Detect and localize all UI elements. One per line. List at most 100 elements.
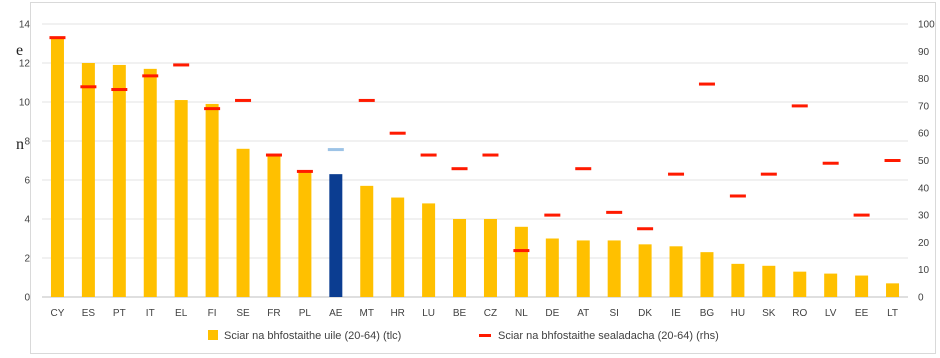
- x-axis-label-lv: LV: [825, 308, 837, 319]
- marker-lv: [822, 161, 839, 165]
- marker-at: [575, 167, 592, 171]
- left-axis-tick-label: 6: [24, 176, 30, 187]
- x-axis-label-ae: AE: [329, 308, 343, 319]
- marker-ro: [791, 104, 808, 108]
- x-axis-ticks: CY ES PT IT EL FI SE FR PL AE MT HR LU BE CZ NL DE AT SI DK…: [51, 308, 898, 319]
- bar-lt: [886, 283, 900, 297]
- left-axis-tick-label: 14: [19, 20, 31, 31]
- bar-ro: [793, 271, 807, 297]
- legend-label-bars: Sciar na bhfostaithe uile (20-64) (tlc): [224, 330, 401, 342]
- cropped-letter-e: e: [16, 42, 24, 59]
- x-axis-label-ie: IE: [671, 308, 681, 319]
- legend: Sciar na bhfostaithe uile (20-64) (tlc) …: [208, 330, 719, 342]
- right-axis-ticks: 0 10 20 30 40 50 60 70 80 90 100: [918, 20, 935, 304]
- bar-se: [236, 148, 250, 297]
- x-axis-label-de: DE: [545, 308, 559, 319]
- x-axis-label-lt: LT: [887, 308, 898, 319]
- marker-de: [544, 213, 561, 217]
- marker-fi: [204, 107, 221, 111]
- marker-dk: [637, 227, 654, 231]
- right-axis-tick-label: 20: [918, 238, 930, 249]
- bar-ee: [855, 275, 869, 297]
- bar-dk: [638, 244, 652, 297]
- x-axis-label-at: AT: [577, 308, 589, 319]
- bar-sk: [762, 265, 776, 297]
- bar-pt: [112, 64, 126, 297]
- right-axis-tick-label: 40: [918, 183, 930, 194]
- x-axis-label-se: SE: [236, 308, 250, 319]
- cropped-letter-n: n: [16, 136, 24, 153]
- right-axis-tick-label: 90: [918, 47, 930, 58]
- marker-mt: [358, 98, 375, 102]
- bars-group: [50, 37, 900, 298]
- x-axis-label-hr: HR: [390, 308, 404, 319]
- marker-cy: [49, 36, 66, 40]
- legend-label-markers: Sciar na bhfostaithe sealadacha (20-64) …: [498, 330, 719, 342]
- bar-pl: [298, 170, 312, 297]
- marker-ee: [853, 213, 870, 217]
- x-axis-label-pl: PL: [299, 308, 312, 319]
- marker-hu: [729, 194, 746, 198]
- marker-it: [142, 74, 159, 78]
- x-axis-label-lu: LU: [422, 308, 435, 319]
- bar-it: [143, 68, 157, 297]
- bar-fi: [205, 103, 219, 297]
- marker-sk: [760, 172, 777, 176]
- right-axis-tick-label: 50: [918, 156, 930, 167]
- right-axis-tick-label: 30: [918, 211, 930, 222]
- x-axis-label-fr: FR: [267, 308, 280, 319]
- marker-lt: [884, 159, 901, 162]
- left-axis-ticks: 0 2 4 6 8 10 12 14: [19, 20, 31, 304]
- x-axis-label-cz: CZ: [484, 308, 497, 319]
- markers-group: [49, 36, 901, 253]
- left-axis-tick-label: 8: [24, 137, 30, 148]
- x-axis-label-si: SI: [609, 308, 618, 319]
- marker-si: [606, 210, 623, 214]
- right-axis-tick-label: 0: [918, 293, 924, 304]
- left-axis-tick-label: 12: [19, 59, 31, 70]
- marker-ae: [327, 148, 344, 152]
- marker-ie: [668, 172, 685, 176]
- bar-hu: [731, 263, 745, 297]
- marker-hr: [389, 131, 406, 135]
- marker-bg: [698, 82, 715, 86]
- legend-swatch-markers: [479, 334, 491, 337]
- bar-el: [174, 100, 188, 297]
- right-axis-tick-label: 80: [918, 74, 930, 85]
- x-axis-label-dk: DK: [638, 308, 652, 319]
- bar-es: [81, 63, 95, 297]
- marker-el: [173, 63, 190, 67]
- x-axis-label-hu: HU: [731, 308, 745, 319]
- marker-se: [235, 98, 252, 102]
- x-axis-label-bg: BG: [700, 308, 715, 319]
- gridlines: [42, 23, 908, 298]
- bar-bg: [700, 252, 714, 297]
- bar-cz: [483, 219, 497, 297]
- x-axis-label-ee: EE: [855, 308, 869, 319]
- marker-pt: [111, 88, 128, 92]
- marker-lu: [420, 153, 437, 157]
- bar-ie: [669, 246, 683, 297]
- x-axis-label-nl: NL: [515, 308, 528, 319]
- left-axis-tick-label: 2: [24, 254, 30, 265]
- x-axis-label-cy: CY: [51, 308, 65, 319]
- left-axis-tick-label: 0: [24, 293, 30, 304]
- bar-lu: [422, 203, 436, 297]
- bar-at: [576, 240, 590, 297]
- bar-hr: [391, 197, 405, 297]
- x-axis-label-fi: FI: [208, 308, 217, 319]
- x-axis-label-be: BE: [453, 308, 467, 319]
- x-axis-label-sk: SK: [762, 308, 776, 319]
- right-axis-tick-label: 70: [918, 101, 930, 112]
- marker-cz: [482, 153, 499, 157]
- bar-cy: [50, 37, 64, 298]
- bar-be: [453, 219, 467, 297]
- bar-si: [607, 240, 621, 297]
- left-axis-tick-label: 4: [24, 215, 30, 226]
- legend-swatch-bars: [208, 330, 218, 340]
- bar-ae: [329, 174, 343, 297]
- marker-fr: [265, 153, 282, 157]
- marker-be: [451, 167, 468, 171]
- x-axis-label-mt: MT: [360, 308, 374, 319]
